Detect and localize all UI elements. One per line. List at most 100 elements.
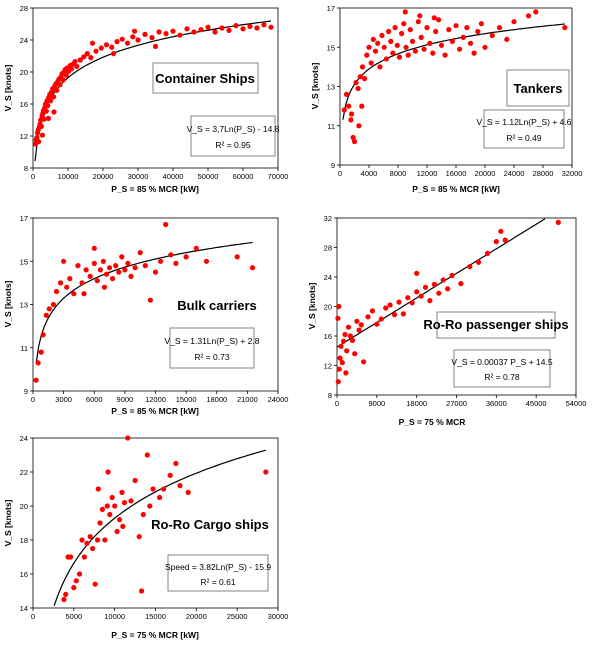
data-point xyxy=(254,25,260,31)
x-tick-label: 15000 xyxy=(176,395,197,404)
data-point xyxy=(150,486,156,492)
data-point xyxy=(139,588,145,594)
x-tick-label: 32000 xyxy=(562,169,583,178)
data-point xyxy=(405,295,411,301)
data-point xyxy=(43,108,49,114)
data-point xyxy=(387,302,393,308)
equation-text: V_S = 1.31Ln(P_S) + 2.8 xyxy=(165,336,260,346)
y-tick-label: 32 xyxy=(324,214,332,223)
data-point xyxy=(152,269,159,275)
data-point xyxy=(87,534,93,540)
y-ticks: 9 11 13 15 17 xyxy=(327,4,340,170)
x-ticks: 0 9000 18000 27000 36000 45000 54000 xyxy=(335,395,586,408)
x-tick-label: 36000 xyxy=(486,399,507,408)
x-tick-label: 15000 xyxy=(145,612,166,621)
data-point xyxy=(47,98,54,104)
data-point xyxy=(97,520,103,526)
data-point xyxy=(158,258,164,264)
x-tick-label: 8000 xyxy=(390,169,407,178)
data-point xyxy=(185,489,191,495)
data-point xyxy=(68,554,74,560)
y-axis-label: V_S [knots] xyxy=(3,64,13,111)
data-point xyxy=(366,44,372,50)
data-point xyxy=(109,44,115,50)
x-ticks: 0 10000 20000 30000 40000 50000 60000 70000 xyxy=(31,168,288,181)
data-point xyxy=(198,27,204,33)
data-points xyxy=(61,435,269,603)
data-point xyxy=(142,263,148,269)
data-point xyxy=(170,28,176,34)
data-point xyxy=(128,498,134,504)
data-point xyxy=(348,117,354,123)
x-tick-label: 10000 xyxy=(58,172,79,181)
data-point xyxy=(418,34,424,40)
x-tick-label: 9000 xyxy=(117,395,134,404)
data-point xyxy=(402,9,408,15)
x-tick-label: 20000 xyxy=(93,172,114,181)
data-point xyxy=(458,281,464,287)
r-squared-text: R² = 0.73 xyxy=(194,352,229,362)
data-point xyxy=(430,50,436,56)
data-point xyxy=(84,51,90,57)
data-point xyxy=(50,301,56,308)
data-point xyxy=(173,260,179,266)
data-point xyxy=(72,59,78,65)
y-tick-label: 20 xyxy=(20,502,28,511)
x-tick-label: 20000 xyxy=(186,612,207,621)
data-point xyxy=(347,333,353,339)
x-ticks: 0 4000 8000 12000 16000 20000 24000 28000 32000 xyxy=(338,165,583,178)
y-tick-label: 9 xyxy=(24,387,28,396)
data-point xyxy=(457,46,463,52)
y-axis-label: V_S [knots] xyxy=(307,282,317,329)
data-point xyxy=(396,299,402,305)
data-point xyxy=(344,348,350,354)
data-point xyxy=(261,22,267,28)
data-point xyxy=(422,284,429,290)
data-point xyxy=(36,139,42,145)
data-point xyxy=(122,267,128,273)
x-tick-label: 30000 xyxy=(268,612,289,621)
data-point xyxy=(57,82,63,88)
data-point xyxy=(427,298,433,304)
data-point xyxy=(354,318,360,324)
data-point xyxy=(493,239,499,245)
data-point xyxy=(63,591,69,597)
data-point xyxy=(351,138,358,145)
data-point xyxy=(114,528,120,535)
data-point xyxy=(359,64,366,70)
title-box: Tankers xyxy=(506,69,570,107)
data-point xyxy=(51,109,57,115)
data-point xyxy=(40,332,46,338)
data-point xyxy=(113,263,119,269)
data-point xyxy=(343,91,350,97)
chart-title: Bulk carriers xyxy=(177,298,257,313)
y-tick-label: 28 xyxy=(324,244,332,253)
data-point xyxy=(107,265,113,271)
y-tick-label: 14 xyxy=(20,604,28,613)
data-point xyxy=(92,581,98,587)
chart-roro-passenger-ships: 8 12 16 20 24 28 32 0 9000 18000 27000 36000 45000 5… xyxy=(307,214,586,427)
data-point xyxy=(74,63,80,69)
data-point xyxy=(68,66,75,72)
x-tick-label: 16000 xyxy=(446,169,467,178)
data-point xyxy=(125,260,131,266)
data-point xyxy=(346,103,352,109)
x-axis-label: P_S = 75 % MCR [kW] xyxy=(111,630,199,640)
x-tick-label: 30000 xyxy=(128,172,149,181)
data-point xyxy=(476,259,482,265)
y-tick-label: 11 xyxy=(327,122,335,131)
data-point xyxy=(81,554,87,560)
data-point xyxy=(424,25,430,31)
x-tick-label: 0 xyxy=(31,612,35,621)
data-point xyxy=(61,596,67,603)
data-point xyxy=(336,303,342,310)
data-point xyxy=(388,38,394,44)
data-point xyxy=(502,237,508,243)
chart-roro-cargo-ships: 14 16 18 20 22 24 0 5000 10000 15000 20000 25000 30… xyxy=(3,434,288,640)
data-point xyxy=(51,94,57,100)
data-point xyxy=(177,32,183,38)
data-point xyxy=(167,472,173,478)
data-point xyxy=(356,327,362,333)
y-tick-label: 24 xyxy=(20,434,28,443)
data-point xyxy=(478,21,484,27)
